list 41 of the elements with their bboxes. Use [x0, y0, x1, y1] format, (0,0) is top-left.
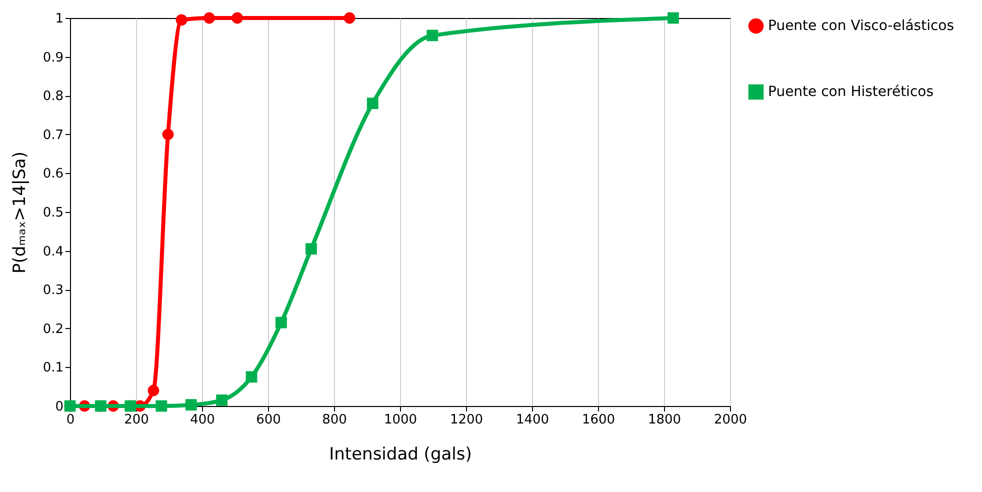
x-tick-label: 800	[322, 412, 347, 428]
point	[246, 371, 258, 383]
y-tick-label: 0.1	[42, 360, 64, 376]
y-tick-label: 0.6	[42, 166, 64, 182]
point	[156, 400, 168, 412]
y-axis-title: P(dₘₐₓ>14|Sa)	[10, 152, 30, 274]
y-tick-label: 0.3	[42, 283, 64, 298]
x-axis-title: Intensidad (gals)	[329, 444, 472, 464]
legend-label: Puente con Visco-elásticos	[768, 18, 954, 34]
point	[148, 384, 160, 396]
x-tick-label: 1000	[384, 412, 418, 428]
point	[306, 243, 317, 255]
x-tick-label: 1400	[516, 412, 550, 428]
x-tick-label: 1800	[648, 412, 682, 428]
x-tick-label: 1200	[450, 412, 484, 428]
point	[204, 12, 215, 24]
point	[162, 128, 174, 140]
x-tick-label: 200	[124, 412, 149, 428]
point	[185, 399, 197, 411]
y-tick-label: 0.2	[42, 322, 64, 337]
y-tick-label: 1	[55, 12, 64, 26]
x-tick-label: 400	[190, 412, 215, 428]
y-tick-label: 0.8	[42, 89, 64, 104]
y-tick-label: 0.9	[42, 50, 64, 66]
point	[344, 12, 356, 24]
point	[668, 12, 679, 24]
point	[426, 30, 438, 42]
x-tick-label: 2000	[714, 412, 748, 428]
y-tick-label: 0.5	[42, 206, 64, 220]
point	[276, 316, 287, 328]
y-tick-label: 0.7	[42, 128, 64, 143]
x-tick-label: 600	[256, 412, 281, 428]
x-tick-label: 1600	[582, 412, 616, 428]
point	[216, 394, 228, 406]
point	[232, 12, 244, 24]
legend-label: Puente con Histeréticos	[768, 84, 934, 100]
point	[176, 14, 188, 26]
y-tick-label: 0.4	[42, 244, 64, 260]
x-tick-label: 0	[66, 412, 75, 428]
point	[366, 98, 378, 110]
y-tick-label: 0	[55, 400, 64, 414]
